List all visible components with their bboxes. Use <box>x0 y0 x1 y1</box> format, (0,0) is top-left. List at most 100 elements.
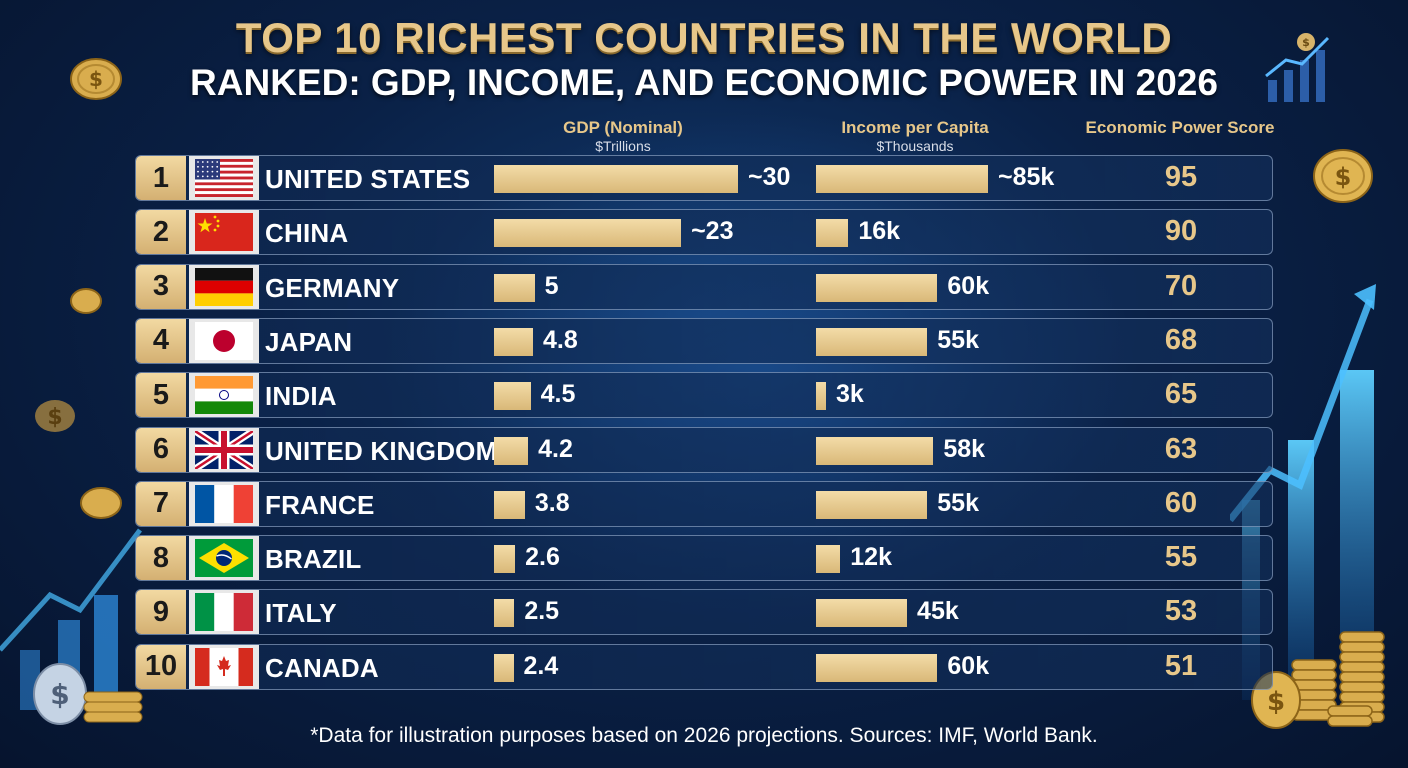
svg-text:$: $ <box>1335 163 1352 191</box>
page-title: TOP 10 RICHEST COUNTRIES IN THE WORLD <box>235 14 1173 61</box>
gdp-value-label: 2.4 <box>523 651 559 680</box>
svg-text:$: $ <box>50 678 69 711</box>
income-value-label: 55k <box>937 325 979 354</box>
gdp-column-unit: $Trillions <box>595 138 651 154</box>
gdp-value-label: 2.6 <box>525 543 560 572</box>
table-row: 8 BRAZIL 2.6 12k 55 <box>135 535 1273 582</box>
italy-flag-icon <box>189 590 259 635</box>
rank-badge: 8 <box>136 536 186 581</box>
economic-power-score: 95 <box>1164 161 1198 193</box>
income-value-label: ~85k <box>998 163 1055 191</box>
table-row: 9 ITALY 2.5 45k 53 <box>135 589 1273 636</box>
income-value-label: 58k <box>943 434 986 463</box>
germany-flag-icon <box>189 264 259 309</box>
country-name: INDIA <box>265 381 337 412</box>
canada-flag-icon <box>189 644 259 689</box>
gdp-bar <box>494 219 682 248</box>
economic-power-score: 65 <box>1164 378 1198 411</box>
france-flag-icon <box>189 481 259 526</box>
income-value-label: 60k <box>947 271 990 300</box>
table-row: 10 CANADA 2.4 60k 51 <box>135 643 1273 690</box>
rank-badge: 4 <box>136 318 186 363</box>
gdp-bar <box>494 327 534 356</box>
rank-badge: 7 <box>136 481 186 526</box>
income-bar <box>816 327 928 356</box>
economic-power-score: 55 <box>1164 541 1198 574</box>
svg-text:$: $ <box>1267 687 1285 717</box>
country-name: BRAZIL <box>265 544 362 575</box>
table-row: 5 INDIA 4.5 3k 65 <box>135 372 1273 419</box>
economic-power-score: 68 <box>1164 323 1198 356</box>
uk-flag-icon <box>189 427 259 472</box>
gold-coin-icon: $ <box>1313 149 1373 203</box>
rank-badge: 1 <box>136 156 186 200</box>
income-value-label: 55k <box>937 488 979 517</box>
china-flag-icon <box>189 210 259 255</box>
dollar-coin-icon: $ <box>35 400 75 432</box>
gdp-value-label: 5 <box>544 271 559 300</box>
country-name: FRANCE <box>265 489 375 520</box>
economic-power-score: 70 <box>1164 269 1198 302</box>
rank-badge: 10 <box>136 644 186 689</box>
income-bar <box>816 219 849 248</box>
brazil-flag-icon <box>189 536 259 581</box>
gdp-bar <box>494 436 529 465</box>
country-name: UNITED STATES <box>265 164 471 194</box>
table-row: 7 FRANCE 3.8 55k 60 <box>135 480 1273 527</box>
income-value-label: 60k <box>947 651 990 680</box>
coin-stack-icon: $ <box>33 663 143 725</box>
economic-power-score: 63 <box>1164 432 1198 465</box>
country-name: GERMANY <box>265 272 400 303</box>
income-column-header: Income per Capita <box>841 118 989 137</box>
gdp-bar <box>494 599 515 628</box>
income-bar <box>816 273 938 302</box>
gdp-bar <box>494 490 525 519</box>
income-bar <box>816 436 934 465</box>
page-subtitle: RANKED: GDP, INCOME, AND ECONOMIC POWER … <box>190 62 1218 103</box>
income-column-unit: $Thousands <box>876 138 954 154</box>
table-row: 3 GERMANY 5 60k 70 <box>135 263 1273 310</box>
score-column-header: Economic Power Score <box>1085 118 1275 137</box>
footnote: *Data for illustration purposes based on… <box>310 724 1098 747</box>
table-row: 2 CHINA ~23 16k 90 <box>135 209 1273 256</box>
income-value-label: 45k <box>917 597 959 626</box>
rank-badge: 5 <box>136 373 186 418</box>
economic-power-score: 90 <box>1164 215 1198 248</box>
country-name: CANADA <box>265 652 379 683</box>
gdp-bar <box>494 165 738 193</box>
country-name: CHINA <box>265 218 349 249</box>
table-row: 4 JAPAN 4.8 55k 68 <box>135 317 1273 364</box>
gdp-bar <box>494 382 531 411</box>
rank-badge: 2 <box>136 210 186 255</box>
income-bar <box>816 545 841 574</box>
income-bar <box>816 165 988 193</box>
table-row: 1 UNITED STATES ~30 ~85k 95 <box>135 155 1273 201</box>
income-value-label: 12k <box>850 543 892 572</box>
gdp-value-label: ~30 <box>748 163 791 191</box>
gdp-value-label: ~23 <box>691 217 734 246</box>
india-flag-icon <box>189 373 259 418</box>
country-name: UNITED KINGDOM <box>265 435 498 466</box>
income-bar <box>816 490 928 519</box>
gdp-value-label: 3.8 <box>534 488 570 517</box>
gdp-value-label: 4.8 <box>543 325 578 354</box>
svg-text:$: $ <box>47 405 62 430</box>
economic-power-score: 53 <box>1164 595 1198 628</box>
country-name: ITALY <box>265 598 337 629</box>
country-name: JAPAN <box>265 326 353 357</box>
income-bar <box>816 599 908 628</box>
gdp-value-label: 4.5 <box>540 380 576 409</box>
rank-badge: 9 <box>136 590 186 635</box>
rank-badge: 6 <box>136 427 186 472</box>
income-value-label: 3k <box>836 380 864 409</box>
table-row: 6 UNITED KINGDOM 4.2 58k 63 <box>135 426 1273 473</box>
income-value-label: 16k <box>858 217 901 246</box>
gdp-column-header: GDP (Nominal) <box>563 118 683 137</box>
japan-flag-icon <box>189 318 259 363</box>
economic-power-score: 60 <box>1164 486 1198 519</box>
gdp-value-label: 4.2 <box>538 434 573 463</box>
gold-coin-icon <box>80 487 122 519</box>
gold-coin-icon <box>70 288 102 314</box>
rank-badge: 3 <box>136 264 186 309</box>
gdp-bar <box>494 545 516 574</box>
